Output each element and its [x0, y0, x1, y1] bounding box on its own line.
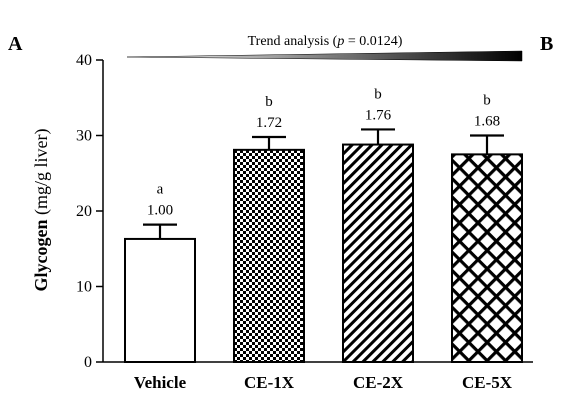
trend-wedge — [126, 50, 523, 62]
bar-ce-2x — [342, 143, 414, 363]
category-label-ce-5x: CE-5X — [462, 373, 513, 392]
y-tick-label: 0 — [84, 354, 92, 371]
significance-letter-ce-1x: b — [265, 94, 273, 110]
panel-letter-b: B — [540, 33, 553, 55]
bar-ce-1x — [233, 148, 305, 363]
ratio-label-ce-5x: 1.68 — [474, 114, 500, 130]
bars — [124, 128, 523, 363]
significance-letter-ce-5x: b — [483, 93, 491, 109]
trend-label: Trend analysis (p = 0.0124) — [248, 34, 403, 49]
category-label-vehicle: Vehicle — [134, 373, 187, 392]
y-tick-label: 30 — [76, 128, 92, 145]
panel-letter-a: A — [8, 33, 23, 55]
bar-vehicle — [124, 237, 196, 363]
category-label-ce-2x: CE-2X — [353, 373, 404, 392]
y-tick-label: 20 — [76, 203, 92, 220]
bar-labels: 1.00 a Vehicle 1.72 b CE-1X 1.76 b CE-2X 1.68 b CE-… — [134, 86, 513, 392]
y-tick-label: 40 — [76, 52, 92, 69]
ratio-label-ce-2x: 1.76 — [365, 107, 392, 123]
category-label-ce-1x: CE-1X — [244, 373, 295, 392]
bar-ce-5x — [451, 153, 523, 363]
significance-letter-vehicle: a — [157, 182, 164, 198]
ratio-label-vehicle: 1.00 — [147, 203, 173, 219]
significance-letter-ce-2x: b — [374, 86, 382, 102]
y-axis-title: Glycogen (mg/g liver) — [31, 129, 52, 292]
y-tick-label: 10 — [76, 279, 92, 296]
ratio-label-ce-1x: 1.72 — [256, 115, 282, 131]
